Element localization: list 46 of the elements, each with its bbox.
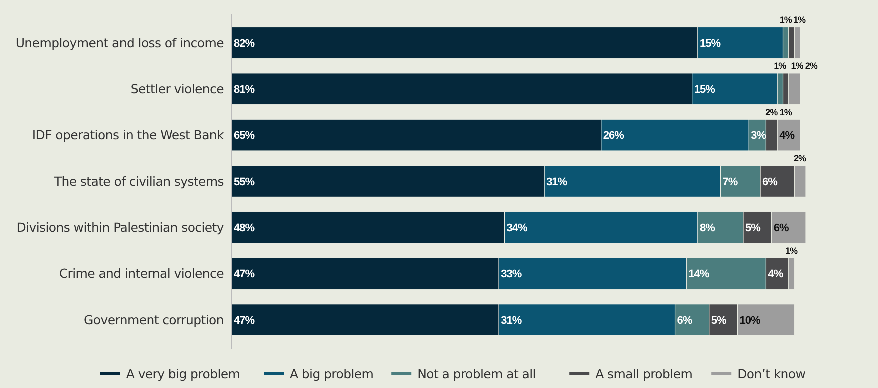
data-label: 48%	[234, 222, 256, 235]
data-label: 4%	[768, 268, 784, 281]
data-label: 31%	[546, 176, 568, 188]
data-label: 47%	[234, 268, 256, 281]
data-label: 2%	[805, 61, 818, 72]
data-label: 34%	[506, 222, 528, 235]
data-label: 2%	[794, 154, 807, 164]
data-label: 6%	[774, 222, 790, 235]
data-label: 1%	[780, 14, 792, 25]
data-label: 31%	[501, 314, 522, 327]
y-tick-label: The state of civilian systems	[53, 174, 224, 189]
y-tick-label: Divisions within Palestinian society	[16, 220, 225, 236]
legend-label: Don’t know	[738, 366, 806, 382]
data-label: 1%	[780, 107, 792, 118]
data-label: 7%	[722, 176, 738, 188]
data-label: 47%	[234, 314, 256, 327]
data-label: 5%	[745, 222, 762, 235]
y-tick-label: Government corruption	[84, 312, 224, 328]
y-tick-label: Crime and internal violence	[59, 266, 225, 282]
data-label: 6%	[762, 176, 778, 188]
data-label: 26%	[603, 130, 625, 142]
data-label: 6%	[677, 314, 693, 327]
text: A very big problem	[126, 366, 240, 382]
legend-label: Not a problem at all	[418, 366, 536, 382]
legend-label: A big problem	[290, 366, 374, 382]
data-label: 1%	[786, 246, 798, 256]
y-tick-label: IDF operations in the West Bank	[32, 128, 226, 143]
legend-label: A small problem	[596, 366, 693, 382]
data-label: 4%	[780, 130, 796, 142]
data-label: 82%	[234, 38, 256, 50]
y-tick-label: Unemployment and loss of income	[16, 35, 225, 50]
data-label: 1%	[791, 61, 804, 72]
data-label: 5%	[711, 314, 728, 327]
data-label: 10%	[740, 314, 762, 327]
data-label: 15%	[700, 38, 722, 50]
data-label: 65%	[234, 130, 256, 142]
data-label: 8%	[700, 222, 716, 235]
data-label: 15%	[694, 84, 716, 96]
data-label: 55%	[234, 176, 256, 188]
data-label: 14%	[688, 268, 710, 281]
data-label: 2%	[766, 107, 778, 118]
data-label: 1%	[794, 14, 806, 25]
data-label: 33%	[501, 268, 522, 281]
data-label: 1%	[774, 61, 787, 72]
data-label: 81%	[234, 84, 256, 96]
y-tick-label: Settler violence	[130, 82, 225, 96]
